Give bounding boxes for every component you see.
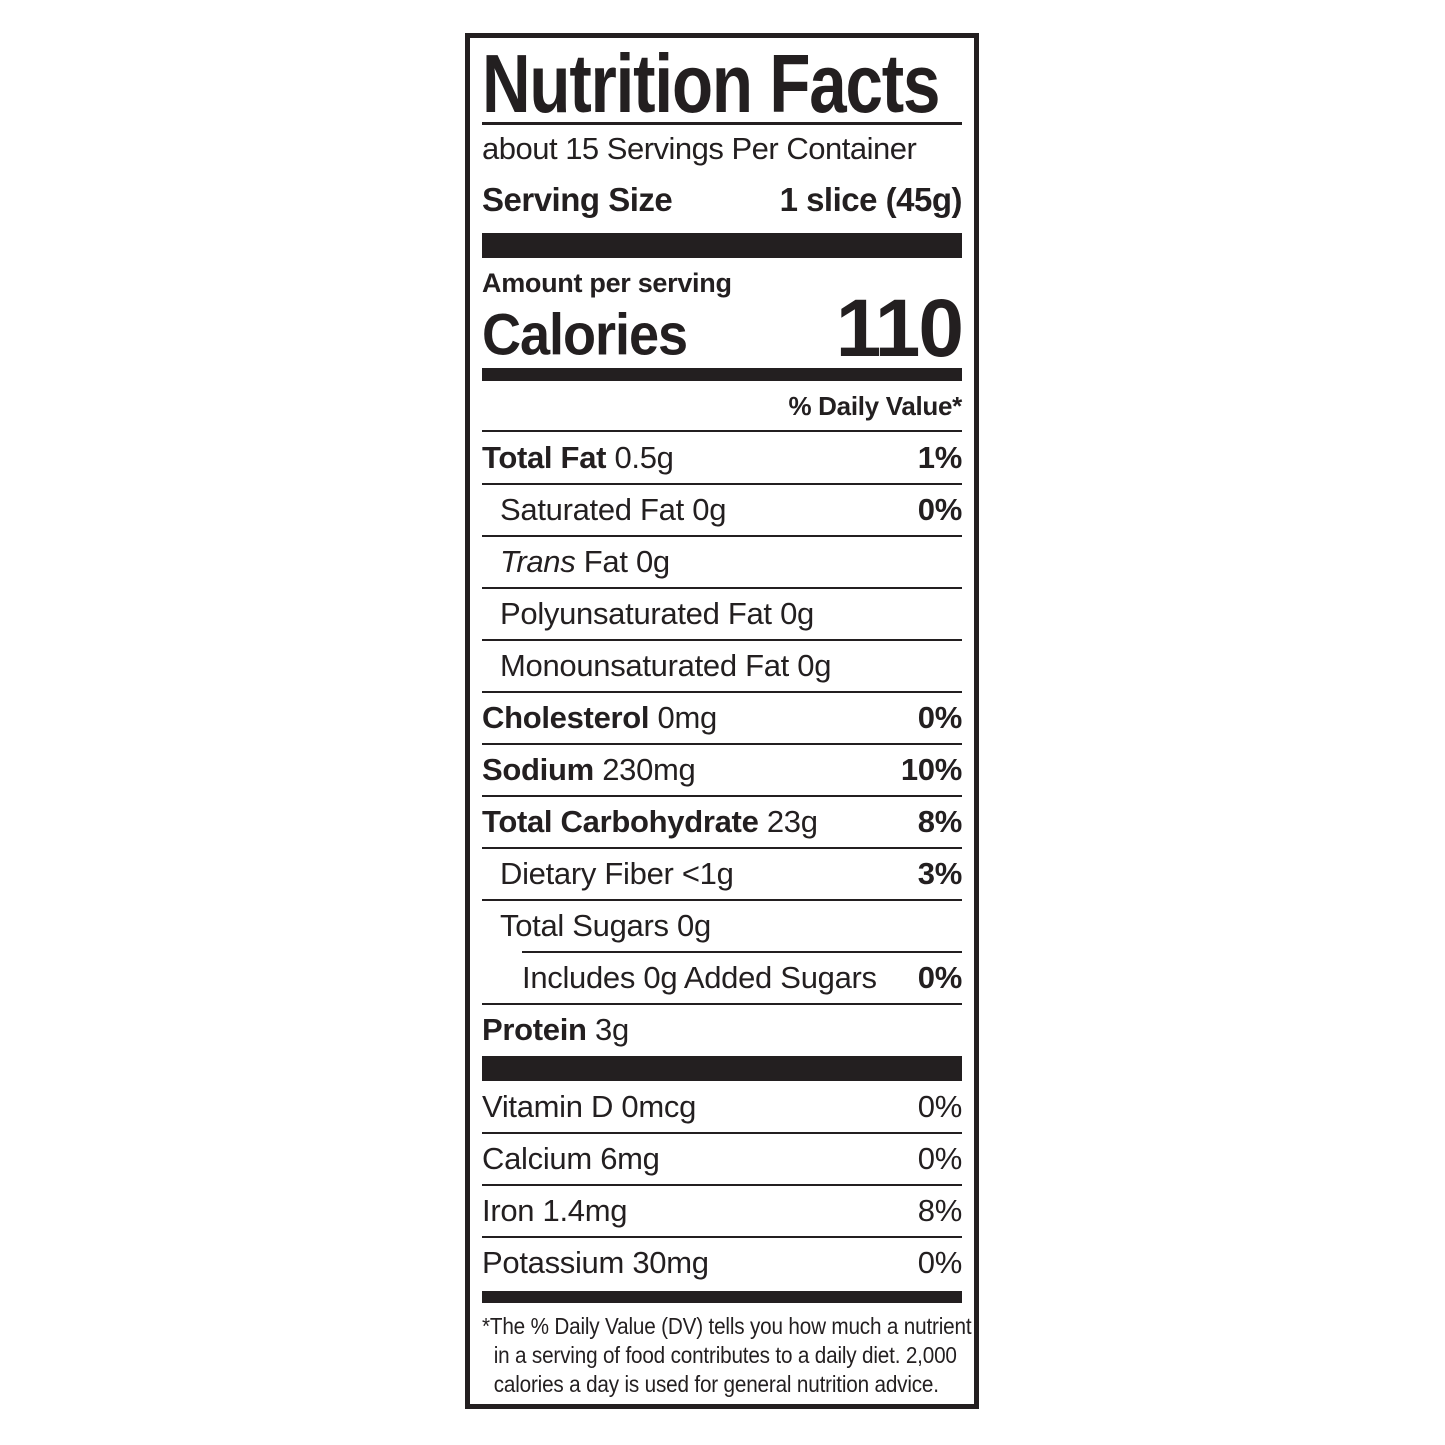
nutrient-text: Total Sugars 0g: [482, 908, 711, 944]
calories-label: Calories: [482, 302, 688, 368]
nutrient-name: Includes 0g Added Sugars: [522, 960, 877, 995]
nutrient-row: Protein 3g: [482, 1003, 962, 1056]
calories-row: Calories 110: [482, 283, 964, 374]
nutrient-amount: 0g: [683, 492, 727, 527]
nutrient-text: Monounsaturated Fat 0g: [482, 648, 831, 684]
nutrient-amount: 23g: [758, 804, 818, 839]
amount-per-serving-label: Amount per serving: [482, 268, 732, 298]
nutrient-name: Trans Fat: [500, 544, 628, 579]
nutrient-daily-value: 1%: [917, 440, 963, 475]
nutrient-text: Total Fat 0.5g: [482, 440, 674, 476]
nutrient-daily-value: 10%: [900, 752, 962, 787]
nutrient-amount: 0g: [788, 648, 832, 683]
footnote-line: calories a day is used for general nutri…: [493, 1371, 939, 1397]
nutrient-name: Total Carbohydrate: [482, 804, 759, 839]
nutrient-row: Monounsaturated Fat 0g: [482, 639, 962, 692]
calories-value: 110: [835, 283, 964, 374]
nutrient-amount: 230mg: [593, 752, 696, 787]
nutrient-text: Calcium 6mg: [482, 1141, 660, 1177]
nutrient-amount: 0g: [627, 544, 670, 579]
nutrient-amount: 0.5g: [606, 440, 674, 475]
nutrient-row: Total Sugars 0g: [482, 899, 962, 952]
nutrient-daily-value: 0%: [917, 960, 963, 995]
nutrient-daily-value: 0%: [917, 492, 963, 527]
nutrient-text: Sodium 230mg: [482, 752, 696, 788]
label-title: Nutrition Facts: [482, 37, 940, 131]
nutrient-text: Protein 3g: [482, 1012, 629, 1048]
daily-value-header: % Daily Value*: [482, 381, 962, 432]
nutrient-daily-value: 0%: [917, 1141, 963, 1176]
nutrient-amount: 0g: [771, 596, 814, 631]
thick-divider-vitamins: [482, 1056, 962, 1081]
nutrient-row: Sodium 230mg 10%: [482, 743, 962, 796]
nutrient-amount: 0mcg: [613, 1089, 697, 1124]
nutrient-name: Vitamin D: [482, 1089, 614, 1124]
nutrient-text: Includes 0g Added Sugars: [482, 960, 877, 996]
nutrient-daily-value: 0%: [917, 1089, 963, 1124]
footnote-line: *The % Daily Value (DV) tells you how mu…: [482, 1313, 972, 1339]
footnote-line: in a serving of food contributes to a da…: [493, 1342, 957, 1368]
nutrient-amount: 6mg: [591, 1141, 660, 1176]
nutrient-name: Total Sugars: [500, 908, 669, 943]
serving-size-label: Serving Size: [482, 181, 673, 218]
title-divider: [482, 122, 962, 125]
nutrient-amount: 1.4mg: [534, 1193, 628, 1228]
nutrient-amount: 3g: [586, 1012, 629, 1047]
nutrient-name: Cholesterol: [482, 700, 650, 735]
nutrient-name: Iron: [482, 1193, 535, 1228]
thick-divider-top: [482, 233, 962, 258]
nutrient-text: Trans Fat 0g: [482, 544, 670, 580]
vitamin-row: Potassium 30mg 0%: [482, 1236, 963, 1289]
vitamin-row: Iron 1.4mg 8%: [482, 1184, 963, 1237]
nutrient-text: Total Carbohydrate 23g: [482, 804, 818, 840]
nutrient-amount: <1g: [673, 856, 734, 891]
nutrient-daily-value: 8%: [917, 804, 963, 839]
nutrient-name: Monounsaturated Fat: [500, 648, 789, 683]
nutrient-row: Total Fat 0.5g 1%: [482, 432, 962, 484]
nutrient-text: Saturated Fat 0g: [482, 492, 726, 528]
nutrient-text: Cholesterol 0mg: [482, 700, 717, 736]
nutrient-name: Sodium: [482, 752, 594, 787]
label-title-block: Nutrition Facts: [482, 38, 962, 130]
nutrient-daily-value: 0%: [917, 1245, 963, 1280]
nutrient-daily-value: 0%: [917, 700, 963, 735]
nutrient-name: Saturated Fat: [500, 492, 684, 527]
nutrient-row: Includes 0g Added Sugars 0%: [482, 951, 963, 1004]
nutrient-row: Trans Fat 0g: [482, 535, 962, 588]
nutrient-name: Polyunsaturated Fat: [500, 596, 772, 631]
serving-size-row: Serving Size 1 slice (45g): [482, 173, 963, 227]
nutrient-row: Polyunsaturated Fat 0g: [482, 587, 962, 640]
nutrient-text: Potassium 30mg: [482, 1245, 709, 1281]
nutrient-name: Calcium: [482, 1141, 592, 1176]
nutrient-rows: Total Fat 0.5g 1% Saturated Fat 0g 0% Trans …: [482, 432, 962, 1056]
nutrient-daily-value: 3%: [917, 856, 963, 891]
nutrient-name: Total Fat: [482, 440, 607, 475]
servings-per-container: about 15 Servings Per Container: [482, 131, 917, 166]
nutrient-row: Total Carbohydrate 23g 8%: [482, 795, 963, 848]
nutrient-amount: 0mg: [649, 700, 718, 735]
nutrient-amount: 30mg: [624, 1245, 709, 1280]
footnote-divider: [482, 1291, 962, 1303]
serving-size-value: 1 slice (45g): [779, 181, 963, 218]
nutrient-text: Polyunsaturated Fat 0g: [482, 596, 814, 632]
vitamin-row: Vitamin D 0mcg 0%: [482, 1081, 962, 1133]
nutrition-facts-label: Nutrition Facts about 15 Servings Per Co…: [465, 33, 979, 1409]
nutrient-row: Dietary Fiber <1g 3%: [482, 847, 963, 900]
footnote: *The % Daily Value (DV) tells you how mu…: [482, 1312, 972, 1399]
calories-divider: [482, 368, 962, 381]
nutrient-row: Saturated Fat 0g 0%: [482, 483, 963, 536]
vitamin-rows: Vitamin D 0mcg 0% Calcium 6mg 0% Iron 1.4mg 8…: [482, 1081, 962, 1289]
nutrient-text: Dietary Fiber <1g: [482, 856, 734, 892]
nutrient-name: Potassium: [482, 1245, 625, 1280]
nutrient-text: Vitamin D 0mcg: [482, 1089, 696, 1125]
nutrient-row: Cholesterol 0mg 0%: [482, 691, 963, 744]
nutrient-name: Dietary Fiber: [500, 856, 674, 891]
nutrient-text: Iron 1.4mg: [482, 1193, 628, 1229]
nutrient-amount: 0g: [668, 908, 711, 943]
nutrient-name: Protein: [482, 1012, 587, 1047]
nutrient-daily-value: 8%: [917, 1193, 963, 1228]
vitamin-row: Calcium 6mg 0%: [482, 1132, 963, 1185]
